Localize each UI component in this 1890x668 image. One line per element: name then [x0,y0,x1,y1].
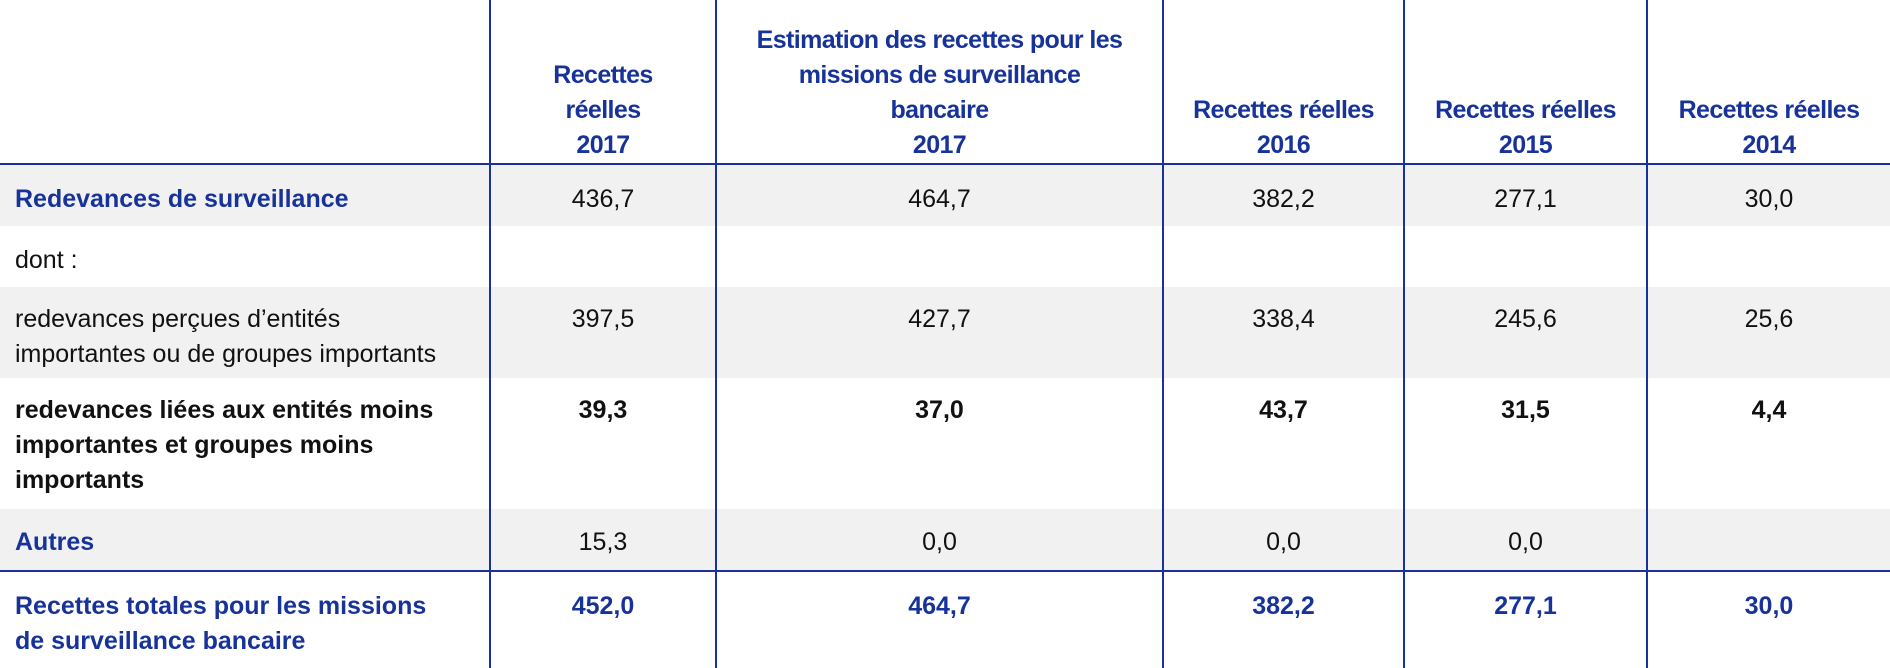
row-label: dont : [15,246,78,274]
cell-actual-2015: 0,0 [1403,509,1647,571]
header-estimate-2017: Estimation des recettes pour les missions… [715,0,1163,165]
cell-actual-2016: 338,4 [1162,287,1404,378]
cell-actual-2014: 25,6 [1646,287,1890,378]
header-actual-2015: Recettes réelles 2015 [1403,0,1647,165]
cell-actual-2014 [1646,226,1890,287]
cell-actual-2014 [1646,509,1890,571]
table-row-other: Autres 15,3 0,0 0,0 0,0 [0,509,1890,571]
cell-estimate-2017: 427,7 [715,287,1163,378]
cell-actual-2016: 382,2 [1162,570,1404,668]
cell-estimate-2017: 37,0 [715,378,1163,509]
header-label-cell [0,0,490,165]
cell-actual-2017: 452,0 [489,570,716,668]
table-row-less-significant-entities: redevances liées aux entités moins import… [0,378,1890,509]
row-label: redevances liées aux entités moins import… [15,396,434,494]
header-actual-2016: Recettes réelles 2016 [1162,0,1404,165]
cell-actual-2015: 277,1 [1403,570,1647,668]
row-label: Redevances de surveillance [0,164,490,226]
cell-estimate-2017 [715,226,1163,287]
row-label: Recettes totales pour les missions de sur… [0,570,490,668]
table-header-row: Recettes réelles 2017 Estimation des recet… [0,0,1890,165]
table-row-total: Recettes totales pour les missions de sur… [0,570,1890,668]
cell-actual-2014: 4,4 [1646,378,1890,509]
row-label: Autres [0,509,490,571]
cell-estimate-2017: 464,7 [715,570,1163,668]
header-actual-2017: Recettes réelles 2017 [489,0,716,165]
row-label: redevances perçues d’entités importantes … [0,287,490,378]
header-actual-2014: Recettes réelles 2014 [1646,0,1890,165]
cell-actual-2017: 15,3 [489,509,716,571]
table-row-significant-entities: redevances perçues d’entités importantes … [0,287,1890,378]
cell-actual-2017: 39,3 [489,378,716,509]
cell-actual-2016 [1162,226,1404,287]
cell-actual-2015: 31,5 [1403,378,1647,509]
cell-actual-2017: 397,5 [489,287,716,378]
cell-estimate-2017: 464,7 [715,164,1163,226]
cell-actual-2015 [1403,226,1647,287]
cell-actual-2015: 245,6 [1403,287,1647,378]
cell-estimate-2017: 0,0 [715,509,1163,571]
cell-actual-2017: 436,7 [489,164,716,226]
cell-actual-2016: 382,2 [1162,164,1404,226]
cell-actual-2016: 43,7 [1162,378,1404,509]
table-row-of-which: dont : [0,226,1890,287]
cell-actual-2016: 0,0 [1162,509,1404,571]
cell-actual-2014: 30,0 [1646,570,1890,668]
cell-actual-2015: 277,1 [1403,164,1647,226]
cell-actual-2014: 30,0 [1646,164,1890,226]
cell-actual-2017 [489,226,716,287]
table-row-supervisory-fees: Redevances de surveillance 436,7 464,7 3… [0,164,1890,226]
